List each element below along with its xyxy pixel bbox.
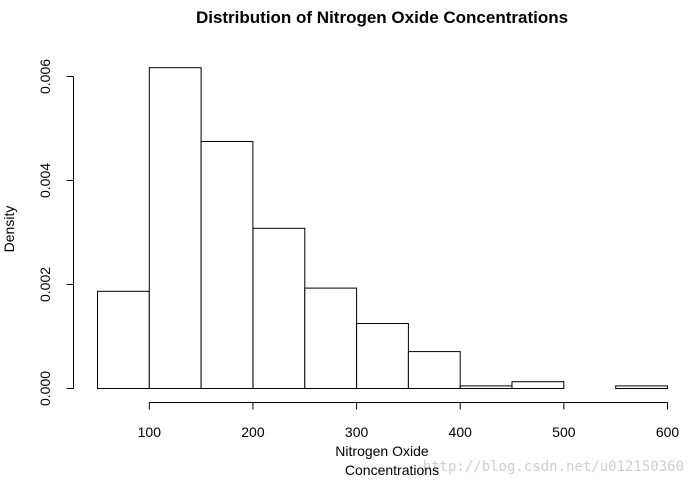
histogram-bar [615, 385, 669, 389]
x-tick-label: 300 [345, 424, 369, 440]
y-tick-label: 0.000 [37, 371, 53, 406]
watermark-text: http://blog.csdn.net/u012150360 [423, 459, 684, 475]
y-axis-label: Density [1, 206, 17, 253]
y-tick-label: 0.006 [37, 59, 53, 94]
histogram-bar [407, 351, 461, 390]
chart-title: Distribution of Nitrogen Oxide Concentra… [196, 8, 568, 27]
x-tick-label: 600 [656, 424, 680, 440]
y-tick-label: 0.002 [37, 267, 53, 302]
x-axis: 100 200 300 400 500 600 [138, 402, 680, 440]
x-axis-label-line1: Nitrogen Oxide [335, 443, 429, 459]
histogram-bar [200, 141, 254, 389]
x-tick-label: 400 [449, 424, 473, 440]
histogram-bar [356, 323, 409, 389]
x-tick-label: 500 [552, 424, 576, 440]
x-tick-label: 100 [138, 424, 162, 440]
histogram-bar [304, 287, 358, 390]
x-tick-label: 200 [241, 424, 265, 440]
histogram-bar [148, 67, 202, 389]
histogram-bar [252, 227, 306, 389]
histogram-bar [459, 385, 513, 389]
bars-group [97, 67, 669, 390]
y-axis: 0.000 0.002 0.004 0.006 [37, 59, 74, 406]
histogram-bar [511, 381, 565, 390]
histogram-bar [97, 290, 150, 389]
y-tick-label: 0.004 [37, 163, 53, 198]
x-axis-label-line2: Concentrations [345, 462, 439, 478]
